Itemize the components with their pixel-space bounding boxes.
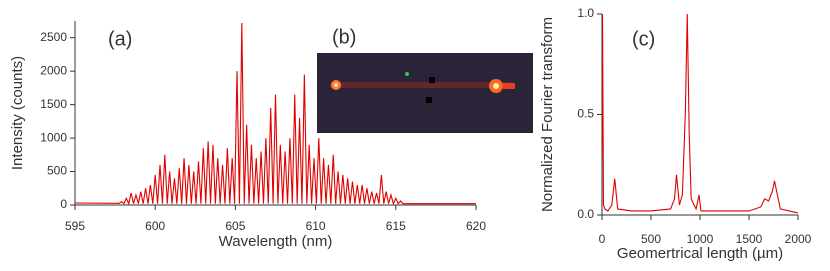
y-tick-label: 1.0 [577,6,594,20]
x-axis-label: Geomertrical length (µm) [617,245,783,262]
x-tick-label: 2000 [785,232,812,246]
y-axis-label: Normalized Fourier transform [539,17,556,212]
panel-label: (a) [108,28,132,50]
y-axis-label: Intensity (counts) [9,56,26,170]
x-tick-label: 600 [145,219,165,233]
y-tick-label: 500 [47,164,67,178]
y-tick-label: 1500 [40,97,67,111]
x-tick-label: 500 [641,232,661,246]
y-tick-label: 0 [60,197,67,211]
photo [317,53,533,133]
y-tick-label: 2500 [40,30,67,44]
panel-label: (c) [632,28,655,50]
x-tick-label: 620 [466,219,486,233]
x-tick-label: 0 [599,232,606,246]
x-tick-label: 1000 [687,232,714,246]
x-tick-label: 610 [306,219,326,233]
data-line [602,14,798,214]
data-line [75,23,476,205]
x-tick-label: 1500 [736,232,763,246]
panel-label: (b) [332,26,356,48]
x-tick-label: 615 [386,219,406,233]
x-tick-label: 595 [65,219,85,233]
y-tick-label: 2000 [40,63,67,77]
y-tick-label: 0.5 [577,107,594,121]
y-tick-label: 0.0 [577,207,594,221]
x-axis-label: Wavelength (nm) [219,233,333,250]
y-tick-label: 1000 [40,130,67,144]
x-tick-label: 605 [225,219,245,233]
